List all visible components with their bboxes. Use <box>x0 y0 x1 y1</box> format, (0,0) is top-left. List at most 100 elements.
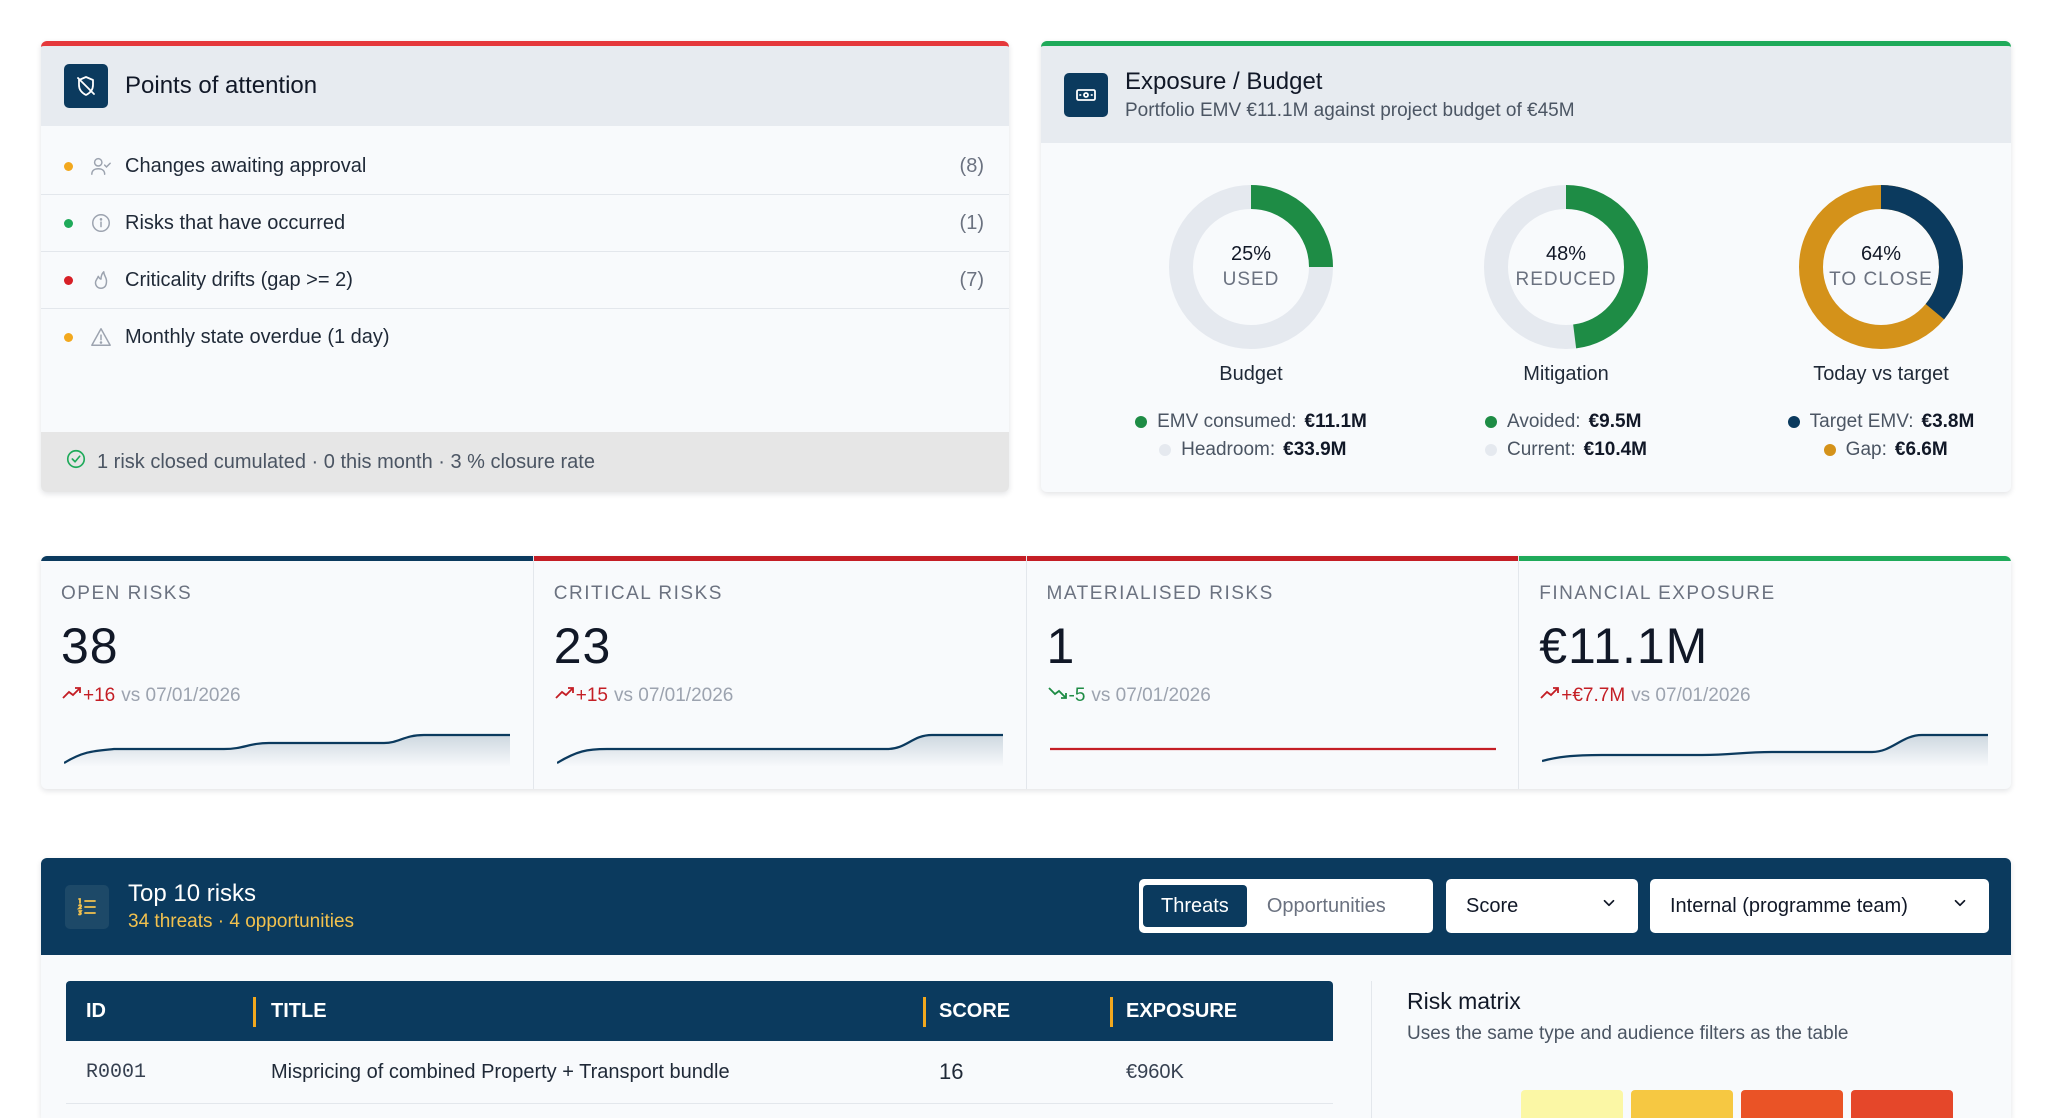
legend-name: Current: <box>1506 439 1576 460</box>
kpi-value: 1 <box>1046 618 1076 674</box>
legend-dot <box>1787 416 1800 428</box>
donut-legend: Target EMV: €3.8M Gap: €6.6M <box>1787 408 1974 464</box>
chevron-down-icon <box>1951 894 1969 918</box>
segment-threats[interactable]: Threats <box>1143 885 1247 927</box>
legend-value: €6.6M <box>1894 439 1948 460</box>
legend-dot <box>1135 416 1148 428</box>
legend-value: €33.9M <box>1283 439 1347 460</box>
kpi-compare: vs 07/01/2026 <box>121 685 241 706</box>
attention-count: (7) <box>959 268 984 291</box>
trend-down-icon <box>1047 685 1069 707</box>
trend-up-icon <box>1539 685 1561 707</box>
attention-label: Monthly state overdue (1 day) <box>125 325 390 348</box>
user-check-icon <box>89 154 113 178</box>
sort-select-value: Score <box>1466 894 1519 917</box>
kpi-delta: +€7.7M <box>1561 685 1626 706</box>
kpi-critical-risks[interactable]: CRITICAL RISKS 23 +15 vs 07/01/2026 <box>533 556 1027 789</box>
legend-value: €10.4M <box>1583 439 1647 460</box>
status-dot <box>64 218 73 228</box>
kpi-delta: +16 <box>83 685 116 706</box>
warning-icon <box>89 325 113 349</box>
col-id[interactable]: ID <box>86 999 106 1022</box>
audience-select[interactable]: Internal (programme team) <box>1650 879 1989 933</box>
budget-donut-block: 25% USED Budget EMV consumed: €11.1M Head… <box>1101 183 1401 464</box>
col-title[interactable]: TITLE <box>253 981 923 1041</box>
list-ordered-icon <box>65 884 109 929</box>
top10-header: Top 10 risks 34 threats · 4 opportunitie… <box>41 858 2011 955</box>
donut-legend: Avoided: €9.5M Current: €10.4M <box>1484 408 1647 464</box>
attention-item-changes[interactable]: Changes awaiting approval (8) <box>41 138 1009 195</box>
matrix-cell[interactable] <box>1521 1090 1623 1118</box>
attention-item-overdue[interactable]: Monthly state overdue (1 day) <box>41 309 1009 365</box>
trend-up-icon <box>554 685 576 707</box>
donut-label: USED <box>1222 269 1280 290</box>
kpi-compare: vs 07/01/2026 <box>613 685 734 706</box>
attention-item-occurred[interactable]: Risks that have occurred (1) <box>41 195 1009 252</box>
risk-matrix-subtitle: Uses the same type and audience filters … <box>1407 1023 1849 1044</box>
top10-subtitle: 34 threats · 4 opportunities <box>128 911 355 932</box>
exposure-header: Exposure / Budget Portfolio EMV €11.1M a… <box>1041 46 2011 143</box>
kpi-financial-exposure[interactable]: FINANCIAL EXPOSURE €11.1M +€7.7M vs 07/0… <box>1519 556 2011 789</box>
legend-dot <box>1484 416 1497 428</box>
sort-select[interactable]: Score <box>1446 879 1638 933</box>
donut-percent: 64% <box>1860 243 1902 265</box>
table-header: ID TITLE SCORE EXPOSURE <box>66 981 1333 1041</box>
kpi-label: FINANCIAL EXPOSURE <box>1539 583 1776 604</box>
col-exposure[interactable]: EXPOSURE <box>1110 981 1333 1041</box>
check-circle-icon <box>65 448 87 476</box>
kpi-value: 23 <box>553 618 612 674</box>
attention-item-drifts[interactable]: Criticality drifts (gap >= 2) (7) <box>41 252 1009 309</box>
sparkline <box>1542 733 1989 767</box>
cell-id: R0001 <box>86 1060 147 1084</box>
cell-score: 16 <box>939 1059 964 1084</box>
donut-caption: Mitigation <box>1523 363 1609 385</box>
cell-exposure: €960K <box>1126 1060 1184 1083</box>
kpi-value: €11.1M <box>1539 618 1709 674</box>
legend-name: Gap: <box>1845 439 1887 460</box>
kpi-materialised-risks[interactable]: MATERIALISED RISKS 1 -5 vs 07/01/2026 <box>1026 556 1520 789</box>
donut-legend: EMV consumed: €11.1M Headroom: €33.9M <box>1135 408 1367 464</box>
legend-dot <box>1823 444 1836 456</box>
attention-count: (8) <box>959 154 984 177</box>
flame-icon <box>89 268 113 292</box>
kpi-label: OPEN RISKS <box>61 583 193 604</box>
budget-donut-arc <box>1169 185 1333 349</box>
exposure-title: Exposure / Budget <box>1125 67 1323 95</box>
legend-name: Target EMV: <box>1809 411 1914 432</box>
matrix-cell[interactable] <box>1631 1090 1733 1118</box>
closure-summary: 1 risk closed cumulated · 0 this month ·… <box>41 432 1009 492</box>
status-dot <box>64 332 73 342</box>
kpi-strip: OPEN RISKS 38 +16 vs 07/01/2026 CRITICAL… <box>41 556 2011 789</box>
risk-matrix-title: Risk matrix <box>1407 988 1521 1014</box>
cell-title: Mispricing of combined Property + Transp… <box>271 1060 730 1083</box>
matrix-cell[interactable] <box>1741 1090 1843 1118</box>
sparkline <box>64 733 510 767</box>
table-row[interactable]: R0001 Mispricing of combined Property + … <box>66 1041 1333 1104</box>
legend-name: Headroom: <box>1181 439 1276 460</box>
mitigation-donut-arc <box>1484 185 1648 349</box>
info-icon <box>89 211 113 235</box>
mitigation-donut-block: 48% REDUCED Mitigation Avoided: €9.5M Cur… <box>1416 183 1716 464</box>
exposure-subtitle: Portfolio EMV €11.1M against project bud… <box>1125 99 1575 121</box>
kpi-value: 38 <box>61 618 119 674</box>
legend-name: EMV consumed: <box>1157 411 1297 432</box>
risk-matrix-grid <box>1521 1090 1961 1118</box>
attention-label: Criticality drifts (gap >= 2) <box>125 268 353 291</box>
audience-select-value: Internal (programme team) <box>1670 894 1908 917</box>
points-of-attention-title: Points of attention <box>125 72 318 99</box>
legend-dot <box>1484 444 1497 456</box>
shield-off-icon <box>64 64 108 108</box>
col-score[interactable]: SCORE <box>923 981 1110 1041</box>
matrix-cell[interactable] <box>1851 1090 1953 1118</box>
segment-opportunities[interactable]: Opportunities <box>1266 894 1386 917</box>
risk-matrix-panel: Risk matrix Uses the same type and audie… <box>1371 981 2011 1118</box>
kpi-open-risks[interactable]: OPEN RISKS 38 +16 vs 07/01/2026 <box>41 556 534 789</box>
donut-label: TO CLOSE <box>1829 269 1933 290</box>
points-of-attention-header: Points of attention <box>41 46 1009 126</box>
risks-table: ID TITLE SCORE EXPOSURE R0001 Mispricing… <box>66 981 1333 1104</box>
type-segmented-control: Threats Opportunities <box>1139 879 1433 933</box>
donut-percent: 25% <box>1230 243 1272 265</box>
kpi-delta: -5 <box>1068 685 1086 706</box>
donut-label: REDUCED <box>1515 269 1617 290</box>
exposure-budget-card: Exposure / Budget Portfolio EMV €11.1M a… <box>1041 41 2011 492</box>
